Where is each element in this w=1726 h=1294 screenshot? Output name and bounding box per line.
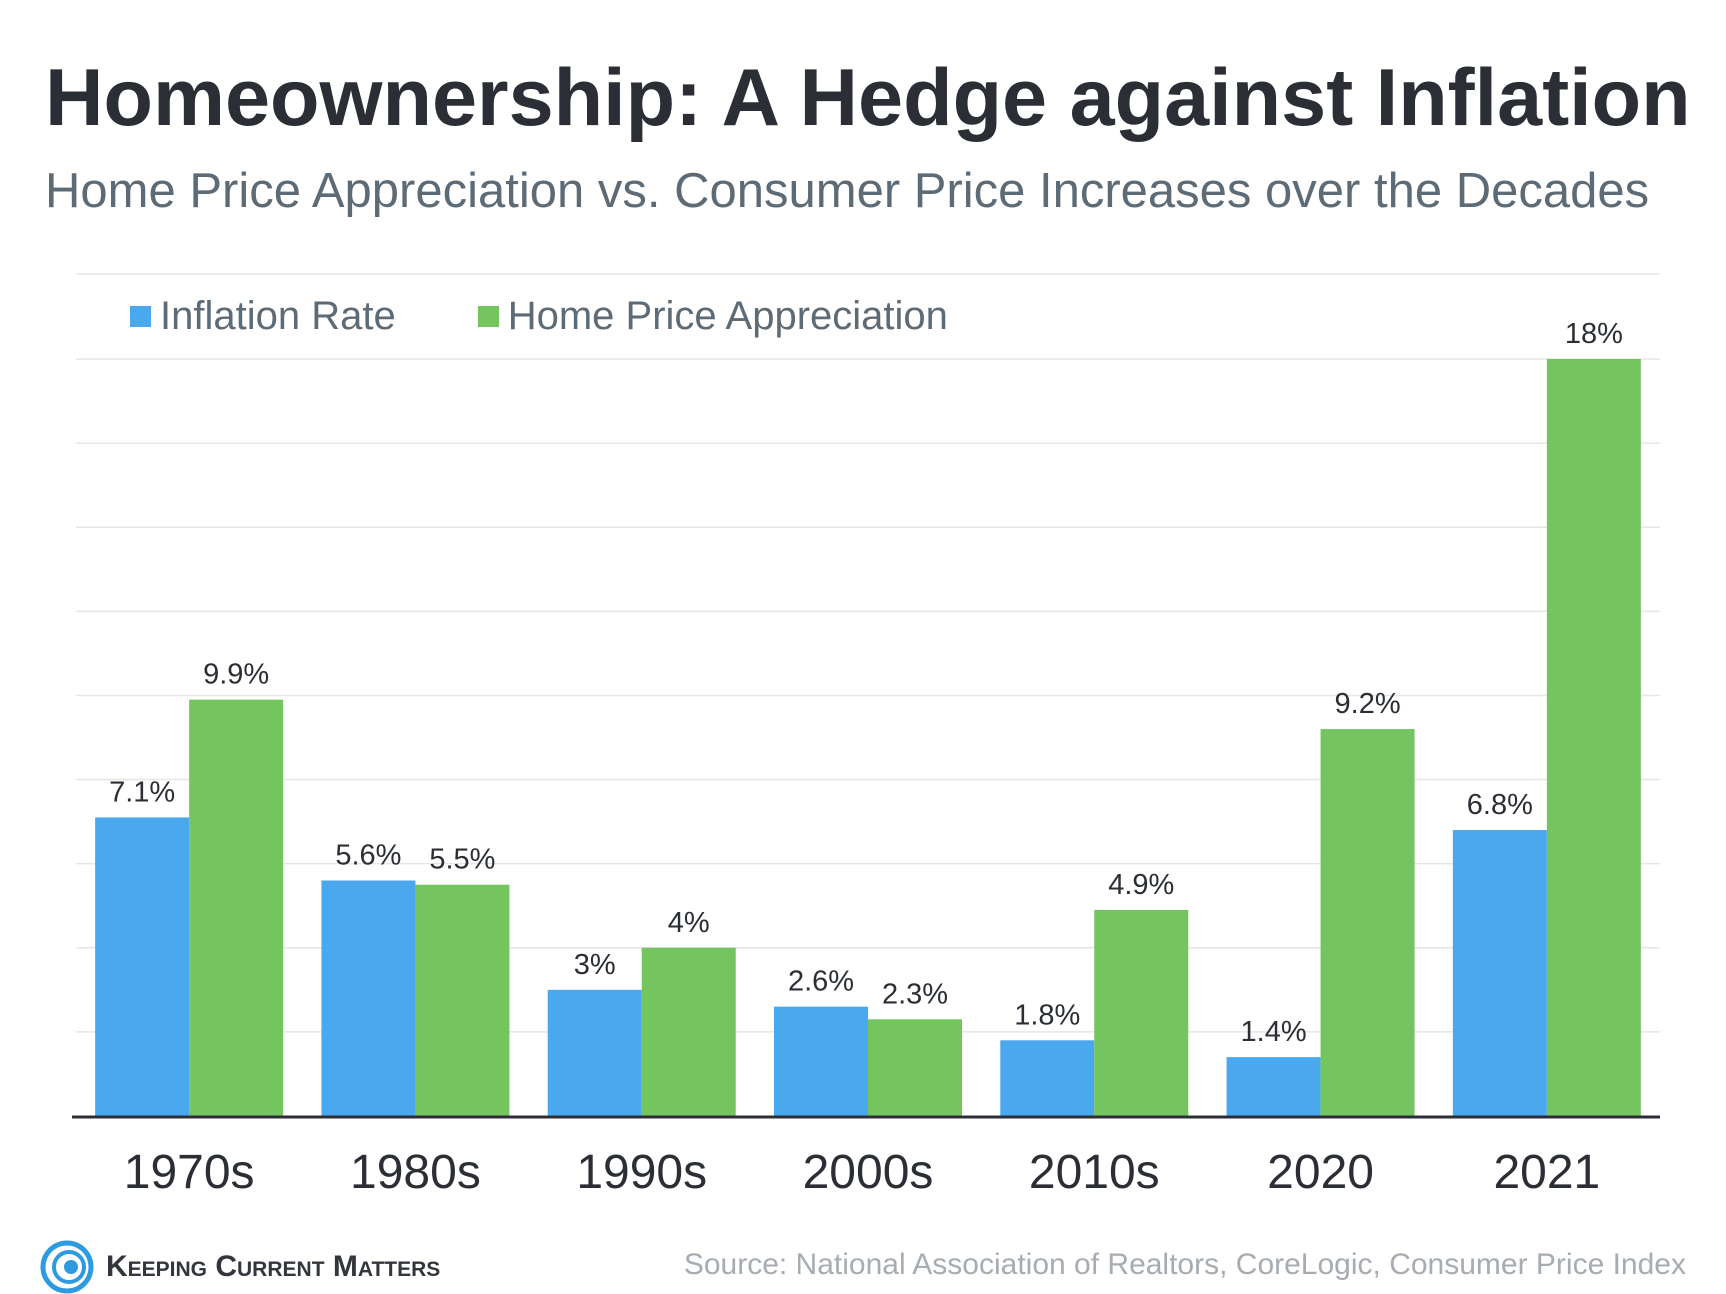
x-tick-label: 2021: [1493, 1146, 1600, 1199]
legend-swatch-inflation: [130, 306, 151, 327]
legend-item-home-price: Home Price Appreciation: [477, 294, 948, 339]
bar-home-price: [1546, 359, 1641, 1116]
x-tick-label: 2020: [1267, 1146, 1374, 1199]
data-label-inflation: 7.1%: [109, 776, 175, 808]
data-label-inflation: 2.6%: [788, 966, 854, 998]
bar-inflation: [321, 880, 416, 1116]
data-label-inflation: 5.6%: [335, 839, 401, 871]
data-label-inflation: 3%: [574, 949, 616, 981]
data-labels: 7.1% 9.9% 5.6% 5.5% 3% 4% 2.6% 2.3% 1.8% 4.9% 1.4%…: [109, 318, 1623, 1048]
x-tick-label: 1970s: [124, 1146, 255, 1199]
bar-home-price: [415, 884, 510, 1116]
chart-subtitle: Home Price Appreciation vs. Consumer Pri…: [45, 164, 1650, 218]
legend-swatch-home-price: [477, 306, 499, 327]
data-label-inflation: 6.8%: [1467, 789, 1533, 821]
bar-inflation: [774, 1006, 868, 1116]
x-tick-label: 1990s: [576, 1146, 707, 1199]
gridlines: [76, 273, 1660, 1033]
bar-home-price: [1094, 909, 1189, 1116]
category-labels: 1970s 1980s 1990s 2000s 2010s 2020 2021: [124, 1146, 1600, 1199]
data-label-home-price: 5.5%: [429, 844, 495, 876]
chart-title: Homeownership: A Hedge against Inflation: [45, 53, 1691, 143]
source-note: Source: National Association of Realtors…: [683, 1248, 1686, 1281]
brand-name: Keeping Current Matters: [106, 1250, 441, 1283]
bar-inflation: [547, 989, 642, 1116]
chart-legend: Inflation Rate Home Price Appreciation: [130, 294, 1030, 339]
data-label-home-price: 4%: [668, 907, 710, 939]
bar-home-price: [189, 699, 284, 1116]
bar-home-price: [641, 947, 736, 1116]
data-label-home-price: 9.2%: [1335, 688, 1401, 720]
x-tick-label: 1980s: [350, 1146, 481, 1199]
data-label-inflation: 1.8%: [1014, 999, 1080, 1031]
data-label-home-price: 18%: [1565, 318, 1623, 350]
legend-label-home-price: Home Price Appreciation: [507, 294, 948, 338]
bar-home-price: [868, 1019, 962, 1116]
legend-item-inflation: Inflation Rate: [130, 294, 396, 339]
data-label-inflation: 1.4%: [1241, 1016, 1307, 1048]
bars: [95, 359, 1641, 1116]
data-label-home-price: 4.9%: [1108, 869, 1174, 901]
bar-inflation: [1226, 1057, 1321, 1116]
data-label-home-price: 9.9%: [203, 659, 269, 691]
bar-inflation: [1452, 830, 1547, 1116]
bar-home-price: [1320, 729, 1415, 1116]
legend-label-inflation: Inflation Rate: [160, 294, 396, 338]
x-tick-label: 2010s: [1029, 1146, 1160, 1199]
bar-inflation: [1000, 1040, 1095, 1116]
bar-inflation: [95, 817, 190, 1116]
data-label-home-price: 2.3%: [882, 978, 948, 1010]
x-tick-label: 2000s: [803, 1146, 934, 1199]
